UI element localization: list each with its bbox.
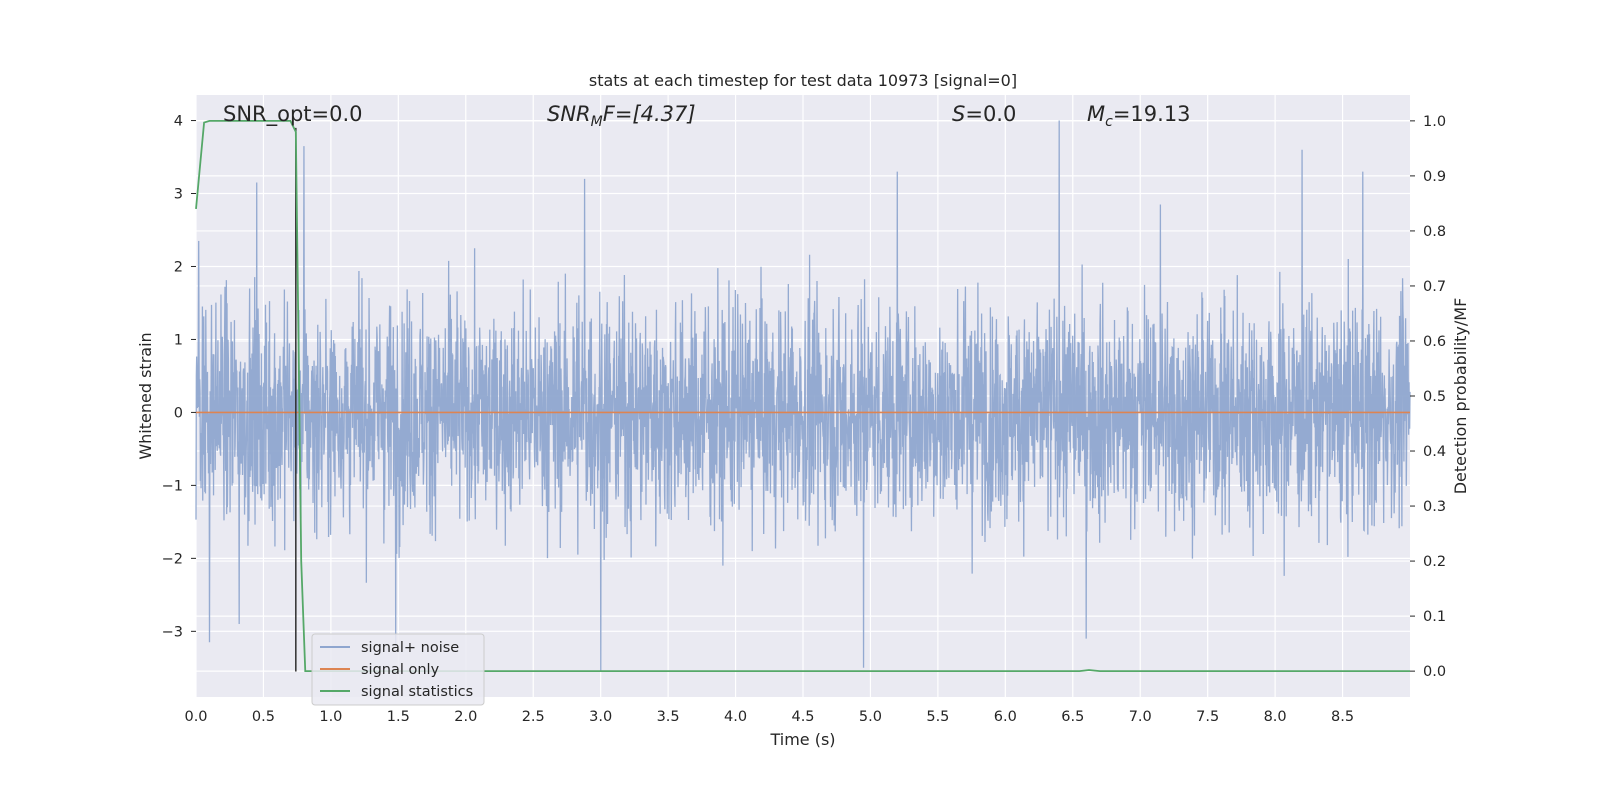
y-right-tick-label: 0.1: [1423, 609, 1446, 625]
series-signal-noise: [195, 120, 1411, 672]
y-right-tick-label: 0.9: [1423, 169, 1446, 185]
y-right-tick-label: 0.0: [1423, 664, 1446, 680]
x-tick-label: 1.5: [387, 709, 410, 725]
y-left-tick-label: −2: [162, 551, 183, 567]
y-right-tick-label: 0.7: [1423, 279, 1446, 295]
x-tick-label: 0.0: [184, 709, 207, 725]
y-left-tick-label: 1: [174, 332, 183, 348]
y-right-tick-label: 0.3: [1423, 499, 1446, 515]
annotation-s-value: =0.0: [965, 102, 1016, 126]
annotation-mc-var: M: [1087, 102, 1105, 126]
series-lines: [195, 119, 1410, 673]
y-left-tick-label: 3: [174, 187, 183, 203]
annotation-s: S=0.0: [952, 102, 1016, 126]
y-right-tick-label: 1.0: [1423, 114, 1446, 130]
y-right-tick-label: 0.4: [1423, 444, 1446, 460]
annotation-snr-mf-sub: M: [591, 114, 603, 130]
x-tick-label: 8.5: [1331, 709, 1354, 725]
legend-box: [311, 633, 485, 706]
x-tick-label: 2.5: [522, 709, 545, 725]
y-left-tick-label: 4: [174, 114, 183, 130]
x-tick-label: 0.5: [252, 709, 275, 725]
annotation-snr-opt: SNR_opt=0.0: [223, 102, 363, 127]
x-axis-label: Time (s): [769, 730, 835, 749]
annotation-snr-mf-rest: F=[4.37]: [603, 102, 696, 126]
y-left-tick-label: 2: [174, 259, 183, 275]
x-tick-label: 1.0: [319, 709, 342, 725]
y-left-axis-label: Whitened strain: [136, 332, 155, 459]
x-tick-label: 5.0: [859, 709, 882, 725]
x-tick-label: 8.0: [1264, 709, 1287, 725]
x-tick-label: 2.0: [454, 709, 477, 725]
annotation-mc-sub: c: [1105, 114, 1113, 130]
series-line-signal-noise: [195, 120, 1411, 672]
annotation-snr-mf-main: SNR: [547, 102, 591, 126]
x-tick-label: 3.0: [589, 709, 612, 725]
x-tick-label: 4.0: [724, 709, 747, 725]
x-tick-labels: 0.0 0.5 1.0 1.5 2.0 2.5 3.0 3.5 4.0 4.5 5.0 5.5 6.0 6…: [184, 709, 1354, 725]
y-right-tick-labels: 1.0 0.9 0.8 0.7 0.6 0.5 0.4 0.3 0.2 0.1 0.0: [1410, 114, 1446, 680]
chart-title: stats at each timestep for test data 109…: [589, 71, 1017, 90]
y-right-tick-label: 0.6: [1423, 334, 1446, 350]
y-right-tick-label: 0.8: [1423, 224, 1446, 240]
annotation-s-var: S: [952, 102, 965, 126]
annotation-mc: Mc=19.13: [1087, 102, 1191, 130]
grid-lines: [195, 95, 1410, 697]
x-tick-label: 5.5: [926, 709, 949, 725]
y-right-axis-label: Detection probability/MF: [1451, 298, 1470, 495]
x-tick-label: 7.0: [1129, 709, 1152, 725]
x-tick-label: 7.5: [1196, 709, 1219, 725]
y-left-tick-labels: 4 3 2 1 0 −1 −2 −3: [162, 114, 196, 640]
legend-label-signal-statistics: signal statistics: [361, 684, 473, 700]
y-left-tick-label: −3: [162, 624, 183, 640]
x-tick-label: 3.5: [657, 709, 680, 725]
legend-label-signal-only: signal only: [361, 662, 440, 678]
legend-label-signal-noise: signal+ noise: [361, 640, 459, 656]
legend: signal+ noise signal only signal statist…: [311, 633, 485, 706]
y-left-tick-label: −1: [162, 478, 183, 494]
series-line-signal-statistics: [195, 119, 1410, 673]
y-left-tick-label: 0: [174, 405, 183, 421]
y-right-tick-label: 0.5: [1423, 389, 1446, 405]
annotation-snr-mf: SNRMF=[4.37]: [547, 102, 696, 130]
x-tick-label: 6.5: [1061, 709, 1084, 725]
annotation-mc-value: =19.13: [1113, 102, 1191, 126]
y-right-tick-label: 0.2: [1423, 554, 1446, 570]
x-tick-label: 6.0: [994, 709, 1017, 725]
x-tick-label: 4.5: [791, 709, 814, 725]
